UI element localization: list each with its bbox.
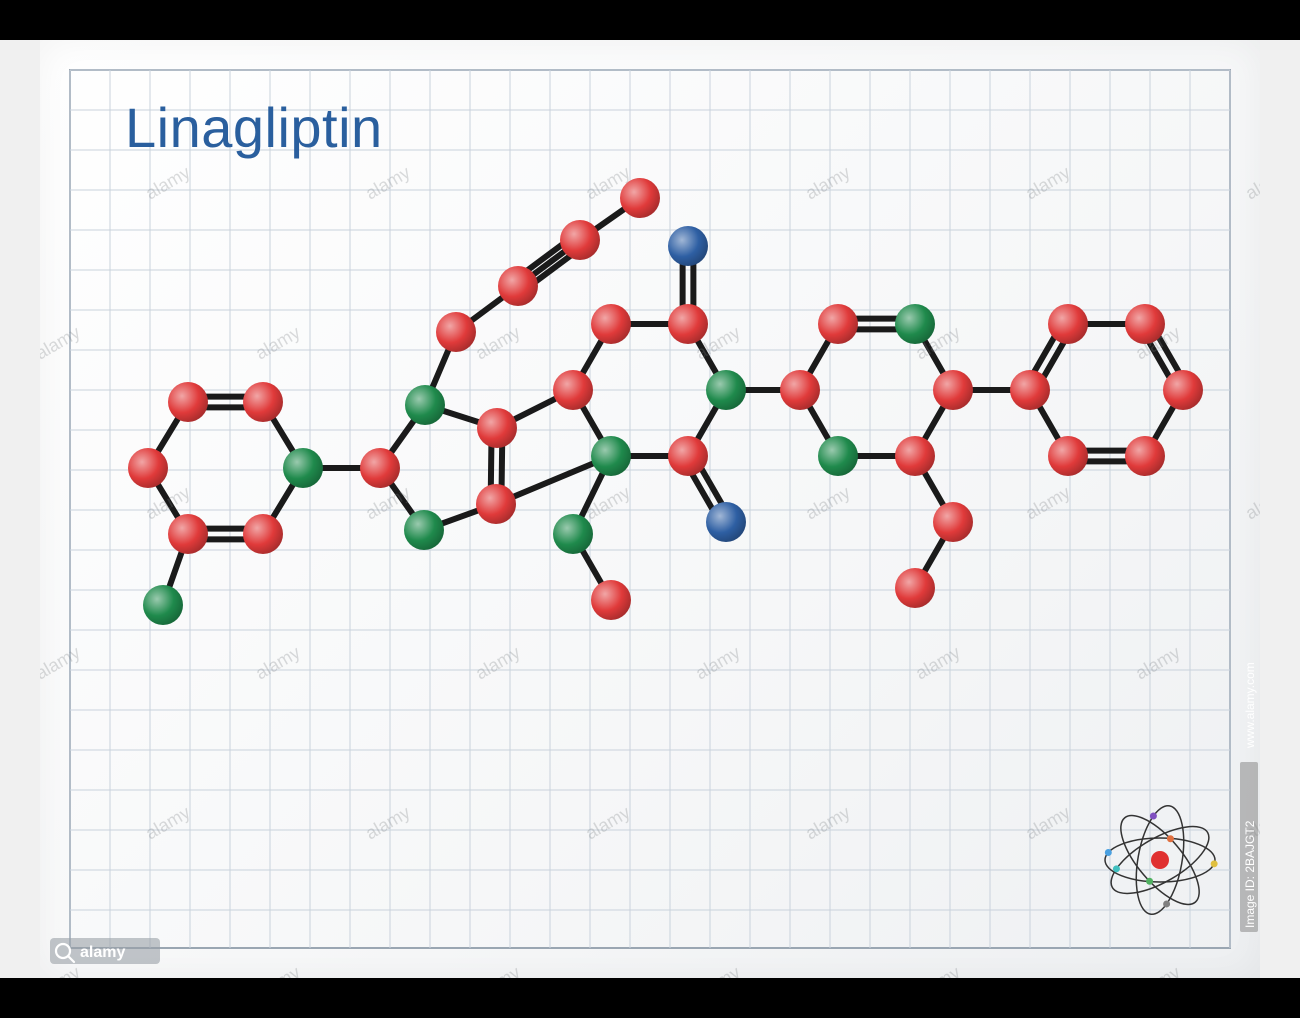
compound-title: Linagliptin — [125, 95, 383, 160]
svg-text:alamy: alamy — [472, 322, 524, 363]
svg-text:alamy: alamy — [252, 962, 304, 978]
svg-text:alamy: alamy — [912, 642, 964, 683]
bottom-blackbar — [0, 978, 1300, 1018]
svg-text:alamy: alamy — [472, 962, 524, 978]
svg-text:alamy: alamy — [142, 802, 194, 843]
svg-text:alamy: alamy — [80, 944, 125, 961]
svg-text:alamy: alamy — [1242, 482, 1260, 523]
svg-text:Image ID: 2BAJGT2: Image ID: 2BAJGT2 — [1243, 820, 1257, 928]
svg-text:alamy: alamy — [582, 802, 634, 843]
svg-text:alamy: alamy — [362, 802, 414, 843]
svg-text:alamy: alamy — [40, 642, 84, 683]
svg-text:alamy: alamy — [802, 802, 854, 843]
paper-sheet: alamy alamy alamy alamy alamy alamy alamy alamy… — [40, 40, 1260, 978]
svg-text:alamy: alamy — [142, 162, 194, 203]
svg-text:alamy: alamy — [802, 482, 854, 523]
watermark-layer: alamy alamy alamy alamy alamy alamy alamy alamy… — [40, 40, 1260, 978]
svg-text:alamy: alamy — [1022, 162, 1074, 203]
svg-text:alamy: alamy — [1132, 322, 1184, 363]
stage: alamy alamy alamy alamy alamy alamy alamy alamy… — [0, 0, 1300, 1018]
svg-text:alamy: alamy — [252, 322, 304, 363]
svg-text:alamy: alamy — [142, 482, 194, 523]
svg-text:alamy: alamy — [1022, 482, 1074, 523]
svg-text:alamy: alamy — [692, 962, 744, 978]
svg-text:alamy: alamy — [1022, 802, 1074, 843]
svg-text:alamy: alamy — [252, 642, 304, 683]
svg-text:alamy: alamy — [1132, 642, 1184, 683]
svg-text:alamy: alamy — [692, 642, 744, 683]
svg-text:alamy: alamy — [692, 40, 744, 43]
top-blackbar — [0, 0, 1300, 40]
svg-text:alamy: alamy — [1132, 962, 1184, 978]
svg-text:alamy: alamy — [1242, 162, 1260, 203]
svg-text:alamy: alamy — [912, 322, 964, 363]
svg-text:alamy: alamy — [1132, 40, 1184, 43]
svg-text:alamy: alamy — [362, 162, 414, 203]
svg-text:alamy: alamy — [472, 40, 524, 43]
svg-text:alamy: alamy — [582, 162, 634, 203]
svg-text:alamy: alamy — [472, 642, 524, 683]
svg-text:alamy: alamy — [802, 162, 854, 203]
svg-text:alamy: alamy — [40, 962, 84, 978]
svg-text:alamy: alamy — [252, 40, 304, 43]
svg-text:alamy: alamy — [582, 482, 634, 523]
svg-text:alamy: alamy — [40, 322, 84, 363]
svg-text:alamy: alamy — [362, 482, 414, 523]
svg-text:alamy: alamy — [912, 962, 964, 978]
svg-text:alamy: alamy — [912, 40, 964, 43]
svg-text:alamy: alamy — [40, 40, 84, 43]
svg-text:www.alamy.com: www.alamy.com — [1243, 662, 1257, 749]
svg-text:alamy: alamy — [692, 322, 744, 363]
